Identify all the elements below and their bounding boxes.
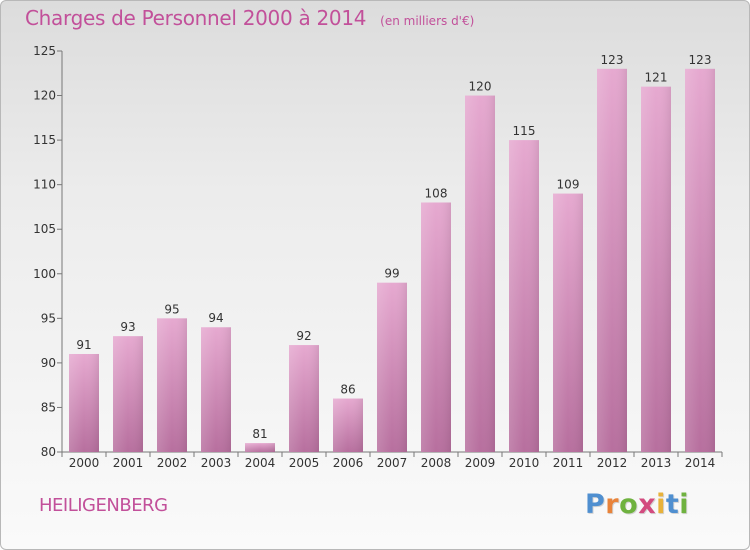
- chart-header: Charges de Personnel 2000 à 2014 (en mill…: [25, 6, 474, 30]
- y-tick-label: 100: [33, 267, 56, 281]
- bar-shade-2005: [289, 345, 319, 452]
- data-label-2013: 121: [645, 71, 668, 85]
- x-tick-label: 2008: [421, 456, 452, 470]
- x-tick-label: 2011: [553, 456, 584, 470]
- data-label-2008: 108: [425, 186, 448, 200]
- bar-shade-2013: [641, 86, 671, 453]
- x-axis: 2000 2001 2002 2003 2004 2005 2006 2007 2008 2009…: [61, 451, 723, 470]
- y-axis: 80 85 90 95 100 105 110 115 120 125: [33, 44, 63, 459]
- data-label-2005: 92: [296, 329, 311, 343]
- y-tick-label: 95: [41, 311, 56, 325]
- y-tick-label: 105: [33, 222, 56, 236]
- bar-shade-2008: [421, 202, 451, 452]
- y-tick-label: 120: [33, 89, 56, 103]
- logo-letter: t: [665, 489, 680, 520]
- data-label-2010: 115: [513, 124, 536, 138]
- x-tick-label: 2005: [289, 456, 320, 470]
- x-tick-label: 2009: [465, 456, 496, 470]
- bar-shade-2006: [333, 398, 363, 452]
- bar-shade-2000: [69, 353, 99, 452]
- x-tick-label: 2007: [377, 456, 408, 470]
- bar-shade-2009: [465, 95, 495, 453]
- chart-title: Charges de Personnel 2000 à 2014: [25, 6, 367, 30]
- logo-letter: P: [585, 489, 606, 520]
- logo-letter: x: [638, 489, 657, 520]
- data-label-2001: 93: [120, 320, 135, 334]
- bar-shade-2002: [157, 318, 187, 452]
- data-label-2003: 94: [208, 311, 223, 325]
- y-tick-label: 115: [33, 133, 56, 147]
- data-label-2004: 81: [252, 427, 267, 441]
- data-label-2014: 123: [689, 53, 712, 67]
- y-tick-label: 85: [41, 400, 56, 414]
- bar-shade-2001: [113, 336, 143, 452]
- data-label-2002: 95: [164, 302, 179, 316]
- data-labels: 91 93 95 94 81 92 86 99 108 120 115 109 123 121 123: [76, 53, 711, 441]
- data-label-2009: 120: [469, 80, 492, 94]
- x-tick-label: 2006: [333, 456, 364, 470]
- y-tick-label: 110: [33, 178, 56, 192]
- commune-name: HEILIGENBERG: [39, 495, 168, 516]
- y-tick-label: 90: [41, 356, 56, 370]
- bar-shade-2007: [377, 282, 407, 452]
- data-label-2000: 91: [76, 338, 91, 352]
- bar-shade-2011: [553, 193, 583, 453]
- x-tick-label: 2014: [685, 456, 716, 470]
- data-label-2006: 86: [340, 383, 355, 397]
- logo-letter: i: [679, 489, 690, 520]
- logo-letter: i: [656, 489, 666, 520]
- bar-shade-2012: [597, 68, 627, 453]
- bar-shade-2010: [509, 140, 539, 452]
- x-tick-label: 2013: [641, 456, 672, 470]
- bar-shade-2004: [245, 443, 275, 452]
- logo-letter: r: [605, 489, 620, 520]
- proxiti-logo[interactable]: Proxiti: [585, 489, 689, 520]
- x-tick-label: 2002: [157, 456, 188, 470]
- x-tick-label: 2003: [201, 456, 232, 470]
- x-tick-label: 2001: [113, 456, 144, 470]
- x-tick-label: 2004: [245, 456, 276, 470]
- x-tick-label: 2000: [69, 456, 100, 470]
- logo-letter: o: [619, 489, 639, 520]
- data-label-2011: 109: [557, 178, 580, 192]
- data-label-2007: 99: [384, 267, 399, 281]
- bar-shade-2003: [201, 327, 231, 452]
- x-tick-label: 2012: [597, 456, 628, 470]
- data-label-2012: 123: [601, 53, 624, 67]
- bars: [69, 68, 715, 453]
- chart-unit: (en milliers d'€): [380, 14, 475, 28]
- x-tick-label: 2010: [509, 456, 540, 470]
- y-tick-label: 125: [33, 44, 56, 58]
- bar-shade-2014: [685, 68, 715, 453]
- y-tick-label: 80: [41, 445, 56, 459]
